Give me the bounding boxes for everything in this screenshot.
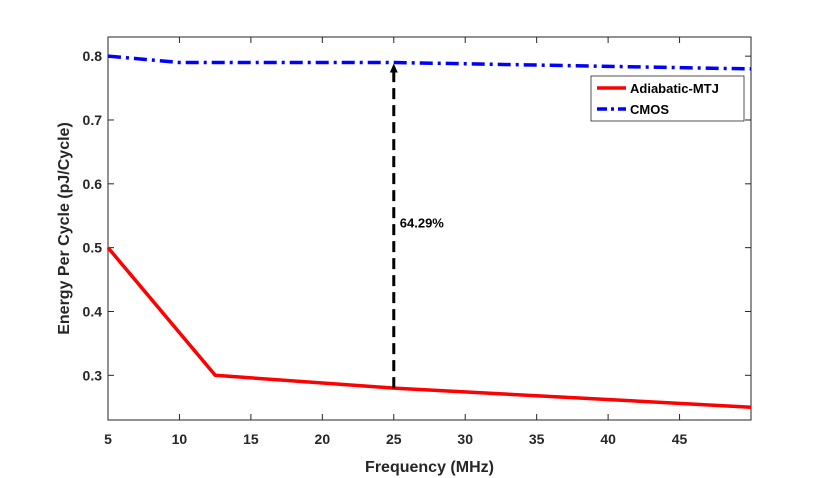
ticks: 5 10 15 20 25 30 35 40 45 0.3 0.4 0.5 0.6 0.7 0.8 [83,37,751,447]
legend-label-cmos: CMOS [630,102,669,117]
y-tick-label: 0.8 [83,48,103,64]
annotation-arrow-head [389,63,398,73]
x-tick-label: 40 [600,431,616,447]
annotation-label: 64.29% [400,215,445,230]
y-tick-label: 0.7 [83,112,103,128]
x-tick-label: 45 [672,431,688,447]
series-line-cmos [107,54,752,71]
series [106,54,752,409]
y-tick-label: 0.5 [83,240,103,256]
legend-label-adiabatic-mtj: Adiabatic-MTJ [630,81,719,96]
x-tick-label: 30 [457,431,473,447]
x-axis-label: Frequency (MHz) [365,459,494,476]
axes [107,36,752,421]
x-tick-label: 5 [104,431,112,447]
annotation-group: 64.29% [389,63,445,389]
y-tick-label: 0.6 [83,176,103,192]
x-tick-label: 15 [243,431,259,447]
y-axis-label: Energy Per Cycle (pJ/Cycle) [56,122,73,335]
x-tick-label: 25 [386,431,402,447]
legend-box [590,75,745,122]
legend: Adiabatic-MTJ CMOS [590,75,745,122]
x-tick-label: 10 [172,431,188,447]
x-tick-label: 20 [315,431,331,447]
axes-box [107,36,752,421]
y-tick-label: 0.4 [83,303,103,319]
x-tick-label: 35 [529,431,545,447]
y-tick-label: 0.3 [83,367,103,383]
series-line-adiabatic-mtj [106,246,752,409]
